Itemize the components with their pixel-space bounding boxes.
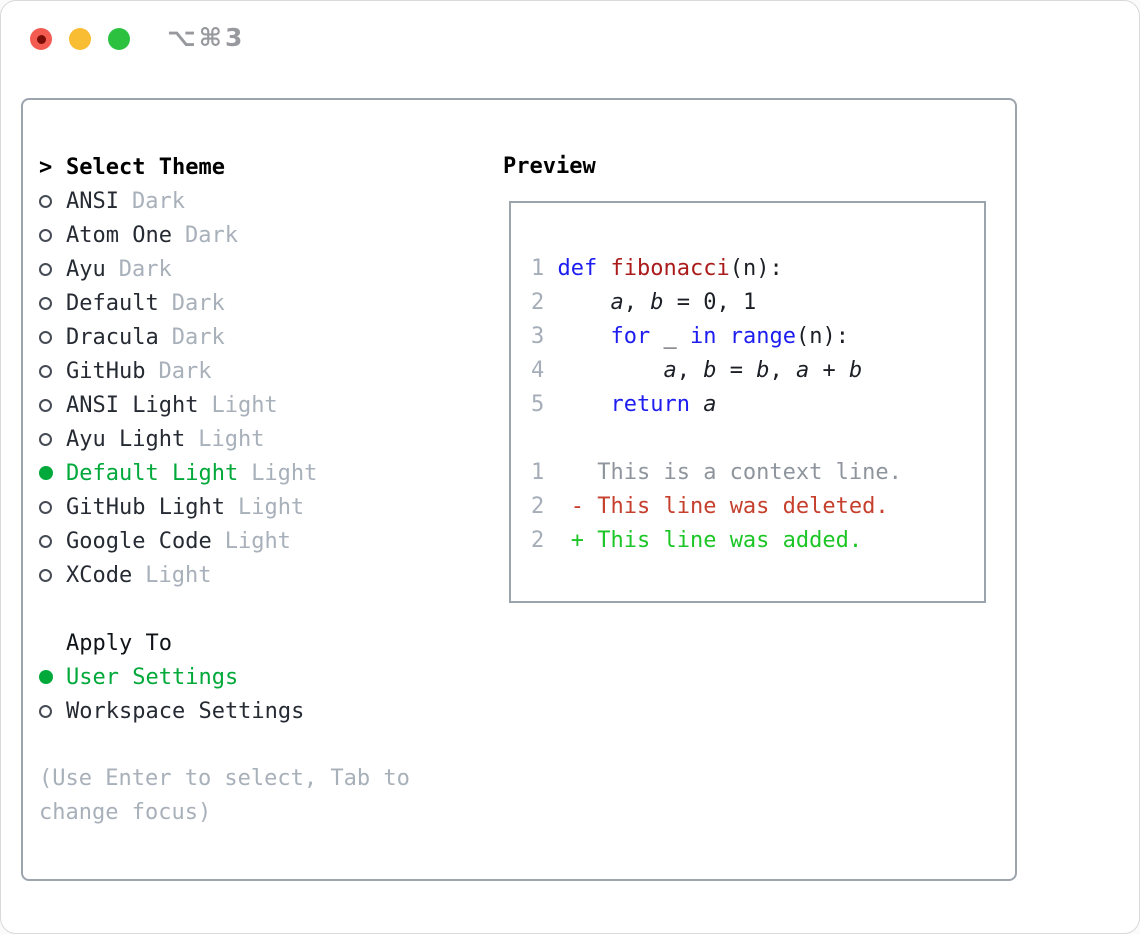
radio-icon	[39, 432, 66, 446]
theme-name: ANSI Light	[66, 392, 199, 418]
spacer	[39, 592, 491, 626]
theme-name: Ayu Light	[66, 426, 186, 452]
diff-deleted-line: 2 - This line was deleted.	[531, 494, 889, 519]
theme-option-default-light[interactable]: Default Light Light	[39, 456, 491, 490]
apply-option-label: Workspace Settings	[66, 698, 305, 724]
radio-icon	[39, 296, 66, 310]
radio-icon	[39, 534, 66, 548]
traffic-lights	[30, 28, 130, 50]
radio-icon	[39, 500, 66, 514]
diff-context-line: 1 This is a context line.	[531, 460, 902, 485]
select-theme-label: Select Theme	[66, 154, 225, 180]
zoom-button[interactable]	[108, 28, 130, 50]
theme-name: ANSI	[66, 188, 119, 214]
code-line-1: 1 def fibonacci(n):	[531, 256, 783, 281]
theme-option-ansi-dark[interactable]: ANSI Dark	[39, 184, 491, 218]
theme-name: Default	[66, 290, 159, 316]
minimize-button[interactable]	[69, 28, 91, 50]
theme-option-ayu-light[interactable]: Ayu Light Light	[39, 422, 491, 456]
theme-name: Ayu	[66, 256, 106, 282]
select-theme-header: > Select Theme	[39, 150, 491, 184]
theme-variant-tag: Dark	[131, 188, 185, 214]
theme-variant-tag: Light	[251, 460, 318, 486]
blank-line	[531, 422, 902, 456]
code-line-5: 5 return a	[531, 392, 717, 417]
theme-option-atom-one-dark[interactable]: Atom One Dark	[39, 218, 491, 252]
radio-icon	[39, 330, 66, 344]
radio-selected-icon	[39, 670, 66, 684]
theme-name: Atom One	[66, 222, 172, 248]
preview-header: Preview	[503, 154, 596, 179]
radio-selected-icon	[39, 466, 66, 480]
radio-icon	[39, 364, 66, 378]
apply-to-header: Apply To	[39, 626, 491, 660]
preview-code: 1 def fibonacci(n): 2 a, b = 0, 1 3 for …	[531, 252, 902, 558]
preview-box: 1 def fibonacci(n): 2 a, b = 0, 1 3 for …	[509, 201, 986, 603]
theme-option-github-light[interactable]: GitHub Light Light	[39, 490, 491, 524]
radio-icon	[39, 398, 66, 412]
theme-variant-tag: Dark	[184, 222, 238, 248]
theme-option-xcode[interactable]: XCode Light	[39, 558, 491, 592]
theme-variant-tag: Light	[224, 528, 291, 554]
window-title: ⌥⌘3	[167, 23, 246, 52]
theme-name: GitHub Light	[66, 494, 225, 520]
close-button[interactable]	[30, 28, 52, 50]
theme-option-ayu-dark[interactable]: Ayu Dark	[39, 252, 491, 286]
radio-icon	[39, 262, 66, 276]
prompt-caret-icon: >	[39, 154, 53, 180]
theme-option-google-code[interactable]: Google Code Light	[39, 524, 491, 558]
spacer	[39, 728, 491, 762]
theme-variant-tag: Light	[198, 426, 265, 452]
theme-name: Google Code	[66, 528, 212, 554]
theme-list-column: > Select Theme ANSI Dark Atom One Dark A…	[39, 150, 491, 830]
theme-variant-tag: Light	[145, 562, 212, 588]
apply-option-workspace-settings[interactable]: Workspace Settings	[39, 694, 491, 728]
theme-variant-tag: Light	[211, 392, 278, 418]
theme-option-dracula-dark[interactable]: Dracula Dark	[39, 320, 491, 354]
apply-to-label: Apply To	[66, 630, 172, 656]
theme-variant-tag: Dark	[118, 256, 172, 282]
theme-name: XCode	[66, 562, 133, 588]
theme-variant-tag: Dark	[158, 358, 212, 384]
theme-picker-panel: > Select Theme ANSI Dark Atom One Dark A…	[21, 98, 1017, 881]
code-line-3: 3 for _ in range(n):	[531, 324, 849, 349]
theme-option-ansi-light[interactable]: ANSI Light Light	[39, 388, 491, 422]
keyboard-hint-text: (Use Enter to select, Tab to change focu…	[39, 766, 410, 825]
theme-option-default-dark[interactable]: Default Dark	[39, 286, 491, 320]
radio-icon	[39, 568, 66, 582]
apply-option-label: User Settings	[66, 664, 239, 690]
theme-variant-tag: Dark	[171, 290, 225, 316]
apply-option-user-settings[interactable]: User Settings	[39, 660, 491, 694]
theme-variant-tag: Light	[237, 494, 305, 520]
theme-name: Default Light	[66, 460, 239, 486]
radio-icon	[39, 704, 66, 718]
theme-name: Dracula	[66, 324, 159, 350]
radio-icon	[39, 228, 66, 242]
code-line-2: 2 a, b = 0, 1	[531, 290, 757, 315]
diff-added-line: 2 + This line was added.	[531, 528, 863, 553]
code-line-4: 4 a, b = b, a + b	[531, 358, 863, 383]
theme-option-github-dark[interactable]: GitHub Dark	[39, 354, 491, 388]
theme-name: GitHub	[66, 358, 146, 384]
theme-variant-tag: Dark	[171, 324, 225, 350]
radio-icon	[39, 194, 66, 208]
